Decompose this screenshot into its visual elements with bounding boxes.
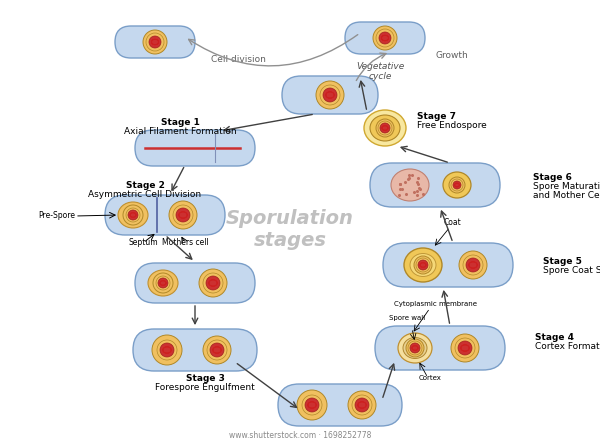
- Circle shape: [143, 30, 167, 54]
- Circle shape: [466, 258, 480, 272]
- Text: Spore Maturation: Spore Maturation: [533, 182, 600, 191]
- FancyBboxPatch shape: [135, 130, 255, 166]
- Circle shape: [173, 205, 193, 225]
- Text: Pre-Spore: Pre-Spore: [38, 211, 75, 220]
- Circle shape: [169, 201, 197, 229]
- Circle shape: [323, 88, 337, 102]
- Circle shape: [416, 258, 430, 272]
- Circle shape: [320, 85, 340, 105]
- Circle shape: [418, 260, 428, 270]
- Ellipse shape: [118, 202, 148, 228]
- Text: and Mother Cell lysis: and Mother Cell lysis: [533, 191, 600, 200]
- Circle shape: [123, 205, 143, 225]
- Text: Mothers cell: Mothers cell: [161, 238, 208, 247]
- FancyBboxPatch shape: [282, 76, 378, 114]
- FancyBboxPatch shape: [115, 26, 195, 58]
- Ellipse shape: [370, 115, 400, 141]
- Text: Vegetative
cycle: Vegetative cycle: [356, 62, 404, 82]
- Circle shape: [210, 343, 224, 357]
- Ellipse shape: [391, 169, 429, 201]
- Circle shape: [463, 255, 483, 275]
- Circle shape: [206, 276, 220, 290]
- Circle shape: [459, 251, 487, 279]
- Text: Cell division: Cell division: [211, 56, 265, 65]
- Ellipse shape: [398, 333, 432, 363]
- Circle shape: [373, 26, 397, 50]
- Text: Growth: Growth: [435, 51, 468, 60]
- Circle shape: [146, 33, 164, 51]
- Text: Stage 4: Stage 4: [535, 333, 574, 342]
- Circle shape: [305, 398, 319, 412]
- Ellipse shape: [364, 110, 406, 146]
- Text: Forespore Engulfment: Forespore Engulfment: [155, 383, 255, 392]
- Circle shape: [380, 123, 390, 133]
- Circle shape: [414, 256, 432, 274]
- FancyBboxPatch shape: [105, 195, 225, 235]
- Text: www.shutterstock.com · 1698252778: www.shutterstock.com · 1698252778: [229, 431, 371, 440]
- Circle shape: [379, 32, 391, 44]
- Circle shape: [160, 343, 174, 357]
- Circle shape: [158, 278, 168, 288]
- Circle shape: [376, 119, 394, 137]
- Circle shape: [348, 391, 376, 419]
- FancyBboxPatch shape: [345, 22, 425, 54]
- Circle shape: [128, 210, 138, 220]
- FancyBboxPatch shape: [135, 263, 255, 303]
- Ellipse shape: [148, 270, 178, 296]
- Circle shape: [455, 338, 475, 358]
- Circle shape: [203, 273, 223, 293]
- Text: Asymmetric Cell Division: Asymmetric Cell Division: [88, 190, 202, 199]
- Circle shape: [449, 177, 465, 193]
- Circle shape: [199, 269, 227, 297]
- Circle shape: [297, 390, 327, 420]
- Circle shape: [453, 181, 461, 189]
- Circle shape: [316, 81, 344, 109]
- Circle shape: [302, 395, 322, 415]
- Circle shape: [451, 334, 479, 362]
- Text: Free Endospore: Free Endospore: [417, 121, 487, 130]
- Ellipse shape: [410, 254, 436, 276]
- Circle shape: [156, 276, 170, 290]
- Circle shape: [355, 398, 369, 412]
- FancyBboxPatch shape: [278, 384, 402, 426]
- Text: Spore Coat Synthesis: Spore Coat Synthesis: [543, 266, 600, 275]
- Text: Stage 6: Stage 6: [533, 173, 572, 182]
- Circle shape: [157, 340, 177, 360]
- FancyBboxPatch shape: [133, 329, 257, 371]
- Text: Coat: Coat: [444, 218, 462, 227]
- Circle shape: [176, 208, 190, 222]
- Text: Sporulation
stages: Sporulation stages: [226, 210, 354, 250]
- Ellipse shape: [403, 337, 427, 358]
- Ellipse shape: [443, 172, 471, 198]
- Circle shape: [152, 335, 182, 365]
- Text: Cytoplasmic membrane: Cytoplasmic membrane: [394, 301, 476, 307]
- FancyBboxPatch shape: [383, 243, 513, 287]
- Text: Septum: Septum: [128, 238, 158, 247]
- Circle shape: [451, 179, 463, 191]
- Circle shape: [406, 339, 424, 357]
- Circle shape: [153, 273, 173, 293]
- Text: Spore wall: Spore wall: [389, 315, 425, 321]
- Circle shape: [207, 340, 227, 360]
- Circle shape: [203, 336, 231, 364]
- FancyBboxPatch shape: [370, 163, 500, 207]
- Text: Stage 7: Stage 7: [417, 112, 456, 121]
- Circle shape: [376, 29, 394, 47]
- Circle shape: [126, 208, 140, 222]
- Text: Stage 5: Stage 5: [543, 257, 582, 266]
- Text: Stage 2: Stage 2: [125, 181, 164, 190]
- Circle shape: [378, 121, 392, 135]
- Text: Stage 3: Stage 3: [185, 374, 224, 383]
- Circle shape: [458, 341, 472, 355]
- Text: Axial Filament Formation: Axial Filament Formation: [124, 127, 236, 136]
- FancyBboxPatch shape: [375, 326, 505, 370]
- Circle shape: [408, 341, 422, 355]
- Ellipse shape: [404, 248, 442, 282]
- Circle shape: [149, 36, 161, 48]
- Text: Cortex Formation: Cortex Formation: [535, 342, 600, 351]
- Text: Stage 1: Stage 1: [161, 118, 199, 127]
- Circle shape: [410, 343, 420, 353]
- Circle shape: [352, 395, 372, 415]
- Text: Cortex: Cortex: [419, 375, 442, 381]
